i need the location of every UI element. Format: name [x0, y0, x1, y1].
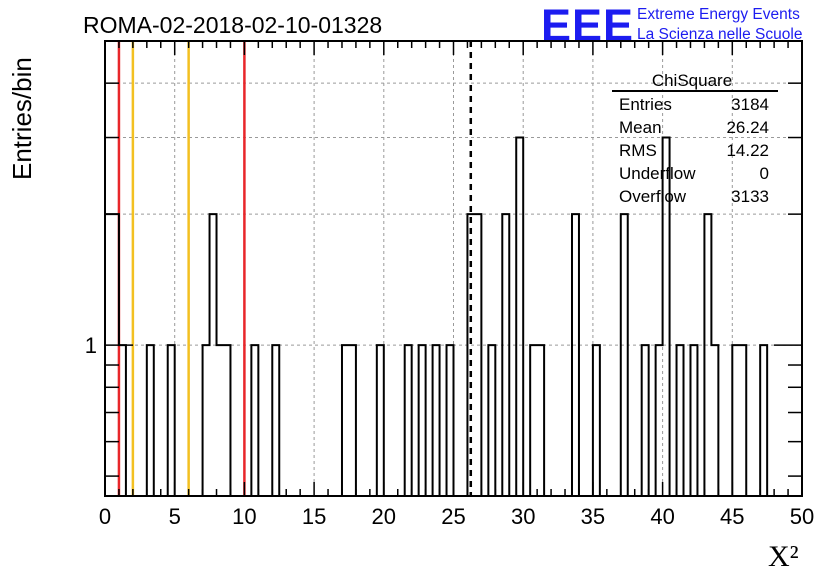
x-tick-label: 5 [169, 504, 181, 529]
y-tick-label: 1 [85, 333, 97, 358]
logo-line-1: Extreme Energy Events [637, 6, 800, 23]
logo-mark: EEE [541, 0, 634, 51]
histogram-bin [467, 214, 474, 496]
histogram-bin [119, 345, 126, 496]
histogram-bin [342, 345, 349, 496]
histogram-bin [447, 345, 454, 496]
histogram-bin [112, 214, 119, 496]
histogram-bin [419, 345, 426, 496]
eee-logo: EEE Extreme Energy Events La Scienza nel… [541, 0, 802, 51]
histogram-bin [210, 214, 217, 496]
stats-value-rms: 14.22 [726, 141, 769, 160]
stats-title: ChiSquare [652, 71, 732, 90]
stats-value-underflow: 0 [760, 164, 769, 183]
histogram-bin [203, 345, 210, 496]
histogram-bin [621, 214, 628, 496]
x-tick-label: 10 [232, 504, 256, 529]
histogram-bin [516, 138, 523, 496]
histogram-bin [223, 345, 230, 496]
stats-value-entries: 3184 [731, 95, 769, 114]
histogram-bin [677, 345, 684, 496]
histogram-bin [572, 214, 579, 496]
histogram-bin [405, 345, 412, 496]
histogram-bin [272, 345, 279, 496]
x-tick-label: 35 [581, 504, 605, 529]
x-tick-label: 40 [650, 504, 674, 529]
histogram-bin [349, 345, 356, 496]
stats-value-mean: 26.24 [726, 118, 769, 137]
histogram-bin [251, 345, 258, 496]
reference-lines [117, 41, 473, 496]
histogram-bin [642, 345, 649, 496]
histogram-bin [377, 345, 384, 496]
stats-label-rms: RMS [619, 141, 657, 160]
histogram-bin [739, 345, 746, 496]
x-tick-label: 25 [441, 504, 465, 529]
histogram-bin [537, 345, 544, 496]
logo-line-2: La Scienza nelle Scuole [637, 26, 802, 43]
histogram-bin [732, 345, 739, 496]
stats-value-overflow: 3133 [731, 187, 769, 206]
x-axis-label: X² [768, 540, 799, 572]
histogram-bin [711, 345, 718, 496]
stats-label-mean: Mean [619, 118, 662, 137]
stats-label-underflow: Underflow [619, 164, 696, 183]
histogram-bin [760, 345, 767, 496]
histogram-bin [690, 345, 697, 496]
histogram-bin [217, 345, 224, 496]
y-axis-label: Entries/bin [7, 57, 37, 180]
histogram-bin [502, 214, 509, 496]
stats-box: ChiSquare Entries 3184 Mean 26.24 RMS 14… [612, 71, 778, 206]
stats-label-entries: Entries [619, 95, 672, 114]
x-tick-label: 45 [720, 504, 744, 529]
x-tick-label: 50 [790, 504, 814, 529]
histogram-bin [488, 345, 495, 496]
histogram-bin [433, 345, 440, 496]
axes: 0 5 10 15 20 25 30 35 40 45 50 1 [85, 40, 814, 529]
x-tick-label: 20 [372, 504, 396, 529]
histogram-bin [593, 345, 600, 496]
histogram-bin [105, 214, 112, 496]
histogram-bin [530, 345, 537, 496]
stats-label-overflow: Overflow [619, 187, 687, 206]
histogram-bin [168, 345, 175, 496]
chart-title: ROMA-02-2018-02-10-01328 [83, 12, 382, 38]
x-tick-label: 0 [99, 504, 111, 529]
x-tick-label: 30 [511, 504, 535, 529]
histogram-bin [656, 345, 663, 496]
x-tick-label: 15 [302, 504, 326, 529]
histogram-bin [147, 345, 154, 496]
histogram-bin [474, 214, 481, 496]
histogram-bin [704, 214, 711, 496]
